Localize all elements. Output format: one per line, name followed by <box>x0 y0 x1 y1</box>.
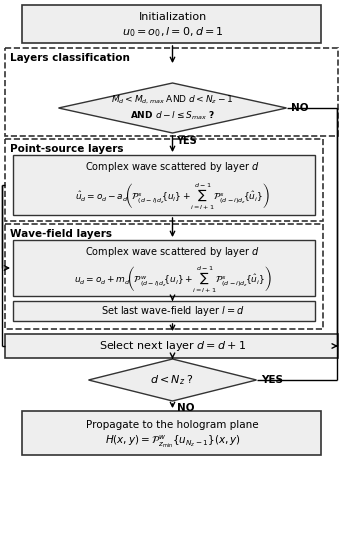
Text: $d < N_z$ ?: $d < N_z$ ? <box>150 373 195 387</box>
Text: Initialization: Initialization <box>138 12 207 22</box>
Bar <box>22 5 321 43</box>
Text: $\hat{u}_d = o_d - a_d\!\left(\mathcal{P}^s_{(d-l)d_z}\!\{u_l\} + \!\sum_{i=l+1}: $\hat{u}_d = o_d - a_d\!\left(\mathcal{P… <box>75 182 270 212</box>
Bar <box>5 334 338 358</box>
Text: Set last wave-field layer $l = d$: Set last wave-field layer $l = d$ <box>101 304 244 318</box>
Text: YES: YES <box>262 375 284 385</box>
Text: $u_0 = o_0, l = 0, d = 1$: $u_0 = o_0, l = 0, d = 1$ <box>121 25 224 39</box>
Polygon shape <box>89 359 256 401</box>
Text: AND $d - l \leq S_{max}$ ?: AND $d - l \leq S_{max}$ ? <box>130 110 215 122</box>
Text: Propagate to the hologram plane: Propagate to the hologram plane <box>86 420 259 430</box>
Bar <box>13 301 315 321</box>
Text: Wave-field layers: Wave-field layers <box>10 229 112 239</box>
Text: Complex wave scattered by layer $d$: Complex wave scattered by layer $d$ <box>85 245 260 259</box>
Text: YES: YES <box>177 136 197 146</box>
Polygon shape <box>59 83 286 133</box>
Bar <box>5 224 323 329</box>
Text: Select next layer $d = d + 1$: Select next layer $d = d + 1$ <box>99 339 246 353</box>
Bar <box>13 240 315 296</box>
Text: Complex wave scattered by layer $d$: Complex wave scattered by layer $d$ <box>85 160 260 174</box>
Text: NO: NO <box>177 403 194 413</box>
Text: Point-source layers: Point-source layers <box>10 144 124 154</box>
Text: $u_d = o_d + m_d\!\left(\mathcal{P}^w_{(d-l)d_z}\!\{u_l\} + \!\sum_{i=l+1}^{d-1}: $u_d = o_d + m_d\!\left(\mathcal{P}^w_{(… <box>73 265 272 295</box>
Text: $M_d < M_{d,max}$ AND $d < N_z - 1$: $M_d < M_{d,max}$ AND $d < N_z - 1$ <box>111 94 234 106</box>
Bar <box>5 48 338 136</box>
Text: Layers classification: Layers classification <box>10 53 130 63</box>
Bar <box>22 411 321 455</box>
Bar <box>5 139 323 221</box>
Bar <box>13 155 315 215</box>
Text: NO: NO <box>292 103 309 113</box>
Text: $H(x,y) = \mathcal{P}^w_{z_{\mathrm{min}}}\{u_{N_z-1}\}(x,y)$: $H(x,y) = \mathcal{P}^w_{z_{\mathrm{min}… <box>105 434 240 450</box>
